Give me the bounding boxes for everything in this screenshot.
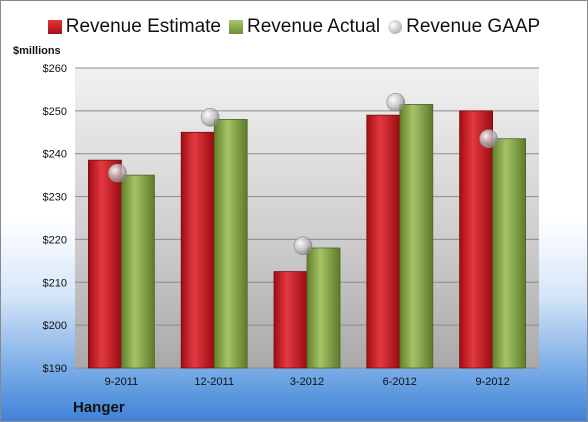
y-tick-label: $210 — [43, 277, 67, 289]
bar-revenue-actual — [121, 174, 155, 369]
x-tick-label: 3-2012 — [290, 376, 324, 388]
y-tick-label: $230 — [43, 192, 67, 204]
x-tick-label: 12-2011 — [194, 376, 234, 388]
point-revenue-gaap — [200, 107, 220, 127]
x-tick-label: 9-2012 — [475, 376, 509, 388]
point-revenue-gaap — [386, 92, 406, 112]
bar-revenue-estimate — [366, 114, 401, 369]
legend-label-estimate: Revenue Estimate — [65, 16, 221, 37]
y-tick-label: $190 — [43, 363, 67, 375]
bar-revenue-estimate — [273, 271, 308, 369]
bar-revenue-actual — [213, 119, 248, 369]
y-unit-label: $millions — [13, 45, 61, 57]
company-name: Hanger — [73, 399, 125, 416]
y-tick-label: $220 — [43, 234, 67, 246]
legend-swatch-actual — [229, 20, 243, 34]
legend: Revenue Estimate Revenue Actual Revenue … — [1, 16, 587, 38]
legend-swatch-estimate — [47, 20, 62, 34]
legend-label-actual: Revenue Actual — [247, 16, 381, 37]
bar-revenue-actual — [399, 104, 434, 369]
point-revenue-gaap — [479, 129, 498, 149]
legend-swatch-gaap — [388, 20, 403, 34]
legend-item-actual: Revenue Actual — [229, 16, 380, 38]
y-tick-label: $250 — [43, 106, 67, 118]
legend-item-gaap: Revenue GAAP — [388, 16, 540, 38]
y-tick-label: $260 — [43, 63, 67, 75]
bar-revenue-estimate — [88, 159, 122, 369]
point-revenue-gaap — [108, 163, 127, 183]
bar-revenue-estimate — [459, 110, 494, 369]
point-revenue-gaap — [293, 236, 313, 256]
legend-item-estimate: Revenue Estimate — [47, 16, 221, 38]
y-tick-label: $200 — [43, 320, 67, 332]
y-tick-label: $240 — [43, 149, 67, 161]
bar-revenue-actual — [492, 138, 527, 369]
legend-label-gaap: Revenue GAAP — [406, 16, 541, 37]
x-tick-label: 9-2011 — [105, 376, 138, 388]
bar-revenue-actual — [306, 247, 341, 369]
x-tick-label: 6-2012 — [383, 376, 417, 388]
bar-revenue-estimate — [180, 131, 215, 369]
